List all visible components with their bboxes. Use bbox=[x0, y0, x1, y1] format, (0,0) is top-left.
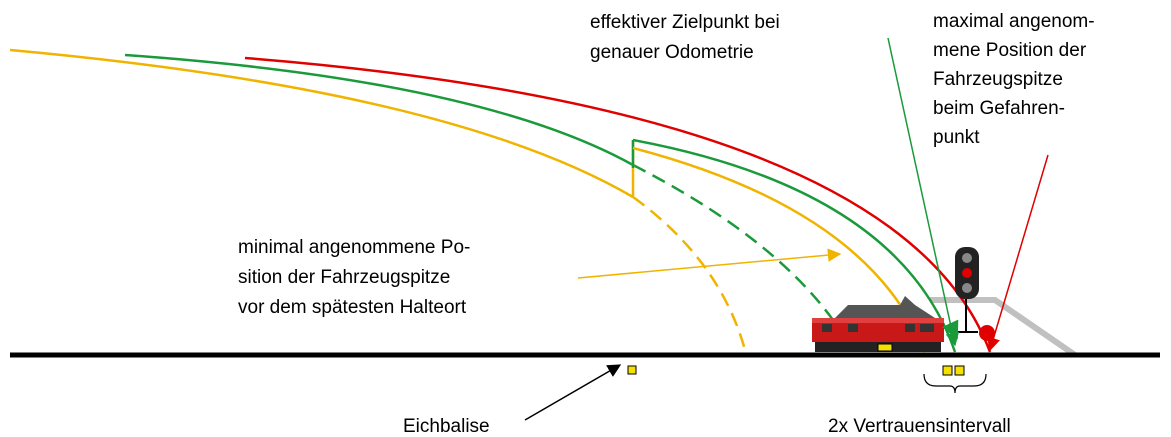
curve-green-outer bbox=[124, 53, 634, 167]
pointer-green-small bbox=[941, 319, 959, 340]
train bbox=[812, 296, 944, 352]
max-position-label: mene Position der bbox=[933, 40, 1087, 61]
balise bbox=[627, 365, 637, 375]
max-position-label: punkt bbox=[933, 127, 980, 148]
min-position-label: minimal angenommene Po- bbox=[238, 237, 470, 258]
curve-green-inner bbox=[632, 138, 957, 353]
curve-red bbox=[244, 56, 992, 353]
interval-bracket bbox=[923, 373, 987, 394]
max-position-label: maximal angenom- bbox=[933, 11, 1095, 32]
curve-yellow-outer bbox=[9, 48, 634, 199]
min-position-label: vor dem spätesten Halteort bbox=[238, 297, 467, 318]
curve-green-dashed bbox=[632, 163, 842, 331]
labels: effektiver Zielpunkt bei genauer Odometri… bbox=[238, 11, 1095, 437]
min-position-label: sition der Fahrzeugspitze bbox=[238, 267, 450, 288]
balise-label: Eichbalise bbox=[403, 416, 490, 437]
pointer-min bbox=[577, 248, 842, 279]
target-label: genauer Odometrie bbox=[590, 42, 754, 63]
track-branch bbox=[930, 297, 1077, 358]
curve-yellow-dashed bbox=[632, 195, 747, 351]
balise bbox=[954, 365, 965, 376]
pointer-balise bbox=[524, 364, 622, 421]
pointer-max bbox=[986, 154, 1049, 352]
danger-point bbox=[979, 325, 995, 341]
target-label: effektiver Zielpunkt bei bbox=[590, 12, 780, 33]
max-position-label: beim Gefahren- bbox=[933, 98, 1065, 119]
max-position-label: Fahrzeugspitze bbox=[933, 69, 1063, 90]
interval-label: 2x Vertrauensintervall bbox=[828, 416, 1011, 437]
pointer-target bbox=[887, 37, 960, 347]
balise bbox=[942, 365, 953, 376]
